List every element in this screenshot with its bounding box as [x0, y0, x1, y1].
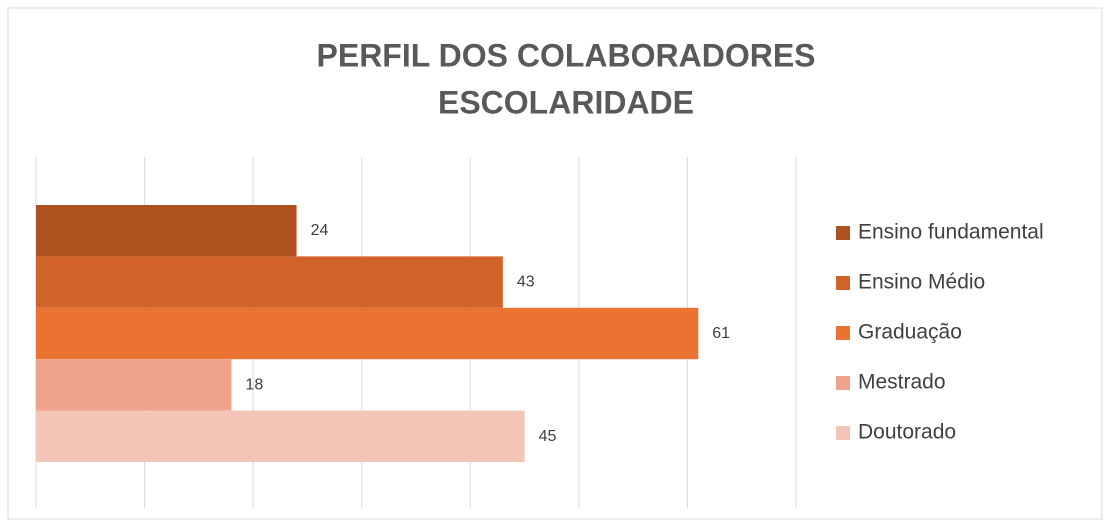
chart-title: PERFIL DOS COLABORADORES — [317, 37, 816, 73]
bar — [36, 410, 525, 462]
legend-swatch — [836, 226, 850, 240]
legend-swatch — [836, 276, 850, 290]
legend-swatch — [836, 376, 850, 390]
legend-label: Doutorado — [858, 421, 956, 444]
bar — [36, 256, 503, 308]
data-label: 18 — [245, 376, 263, 393]
bar — [36, 307, 699, 360]
chart-title: ESCOLARIDADE — [438, 84, 694, 120]
data-label: 43 — [517, 274, 535, 291]
legend-swatch — [836, 426, 850, 440]
bar — [36, 205, 297, 257]
data-label: 61 — [712, 325, 730, 342]
legend-label: Ensino fundamental — [858, 221, 1044, 244]
legend-label: Ensino Médio — [858, 271, 985, 294]
legend-label: Mestrado — [858, 371, 946, 394]
data-label: 45 — [539, 428, 557, 445]
legend-swatch — [836, 326, 850, 340]
bar — [36, 359, 232, 411]
data-label: 24 — [311, 222, 329, 239]
legend-label: Graduação — [858, 321, 962, 344]
